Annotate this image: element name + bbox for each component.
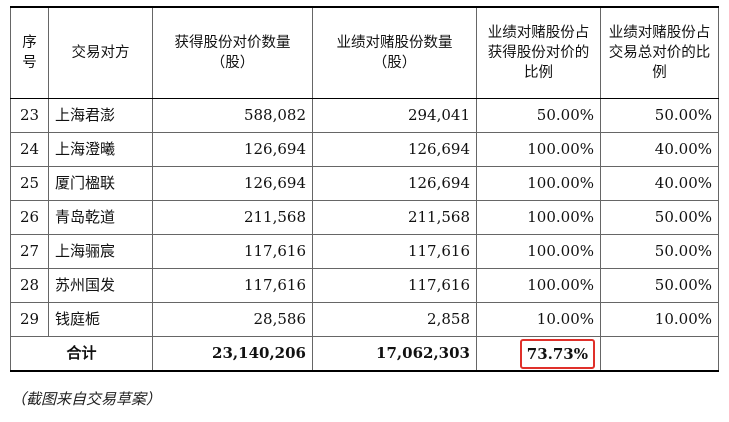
total-pct-of-shares-cell: 73.73%	[476, 336, 601, 372]
table-row: 28 苏州国发 117,616 117,616 100.00% 50.00%	[10, 268, 719, 303]
header-shares-received: 获得股份对价数量（股）	[152, 6, 313, 99]
header-pct-of-total: 业绩对赌股份占交易总对价的比例	[600, 6, 719, 99]
header-counterparty: 交易对方	[48, 6, 153, 99]
cell-counterparty: 苏州国发	[48, 268, 153, 303]
cell-counterparty: 上海君澎	[48, 98, 153, 133]
cell-pct-of-total: 50.00%	[600, 234, 719, 269]
cell-earnout-shares: 117,616	[312, 268, 477, 303]
cell-pct-of-total: 50.00%	[600, 200, 719, 235]
total-shares: 23,140,206	[152, 336, 313, 372]
header-earnout-shares: 业绩对赌股份数量（股）	[312, 6, 477, 99]
cell-earnout-shares: 2,858	[312, 302, 477, 337]
cell-pct-of-shares: 100.00%	[476, 132, 601, 167]
cell-pct-of-shares: 10.00%	[476, 302, 601, 337]
table-row: 24 上海澄曦 126,694 126,694 100.00% 40.00%	[10, 132, 719, 167]
cell-counterparty: 钱庭栀	[48, 302, 153, 337]
total-label: 合计	[10, 336, 153, 372]
table-row: 26 青岛乾道 211,568 211,568 100.00% 50.00%	[10, 200, 719, 235]
table-row: 25 厦门楹联 126,694 126,694 100.00% 40.00%	[10, 166, 719, 201]
source-caption: （截图来自交易草案）	[11, 390, 162, 408]
cell-index: 25	[10, 166, 49, 201]
total-pct-of-total	[600, 336, 719, 372]
cell-counterparty: 上海骊宸	[48, 234, 153, 269]
cell-shares-received: 28,586	[152, 302, 313, 337]
cell-counterparty: 厦门楹联	[48, 166, 153, 201]
table-row: 23 上海君澎 588,082 294,041 50.00% 50.00%	[10, 98, 719, 133]
cell-pct-of-shares: 50.00%	[476, 98, 601, 133]
cell-pct-of-shares: 100.00%	[476, 234, 601, 269]
cell-shares-received: 211,568	[152, 200, 313, 235]
cell-index: 29	[10, 302, 49, 337]
header-index: 序号	[10, 6, 49, 99]
cell-index: 27	[10, 234, 49, 269]
cell-pct-of-total: 40.00%	[600, 132, 719, 167]
cell-earnout-shares: 117,616	[312, 234, 477, 269]
cell-earnout-shares: 126,694	[312, 132, 477, 167]
cell-pct-of-total: 40.00%	[600, 166, 719, 201]
cell-pct-of-total: 50.00%	[600, 268, 719, 303]
table-row: 29 钱庭栀 28,586 2,858 10.00% 10.00%	[10, 302, 719, 337]
cell-index: 24	[10, 132, 49, 167]
cell-pct-of-total: 50.00%	[600, 98, 719, 133]
cell-index: 26	[10, 200, 49, 235]
cell-earnout-shares: 211,568	[312, 200, 477, 235]
table-row: 27 上海骊宸 117,616 117,616 100.00% 50.00%	[10, 234, 719, 269]
cell-pct-of-total: 10.00%	[600, 302, 719, 337]
cell-shares-received: 126,694	[152, 132, 313, 167]
cell-pct-of-shares: 100.00%	[476, 268, 601, 303]
total-earnout-shares: 17,062,303	[312, 336, 477, 372]
cell-shares-received: 126,694	[152, 166, 313, 201]
cell-earnout-shares: 126,694	[312, 166, 477, 201]
cell-pct-of-shares: 100.00%	[476, 166, 601, 201]
cell-index: 23	[10, 98, 49, 133]
table-header-row: 序号 交易对方 获得股份对价数量（股） 业绩对赌股份数量（股） 业绩对赌股份占获…	[10, 6, 719, 99]
table-total-row: 合计 23,140,206 17,062,303 73.73%	[10, 336, 719, 372]
highlighted-total-pct: 73.73%	[519, 338, 595, 369]
cell-pct-of-shares: 100.00%	[476, 200, 601, 235]
cell-counterparty: 上海澄曦	[48, 132, 153, 167]
cell-index: 28	[10, 268, 49, 303]
cell-shares-received: 117,616	[152, 234, 313, 269]
cell-earnout-shares: 294,041	[312, 98, 477, 133]
header-pct-of-shares: 业绩对赌股份占获得股份对价的比例	[476, 6, 601, 99]
earnout-shares-table: 序号 交易对方 获得股份对价数量（股） 业绩对赌股份数量（股） 业绩对赌股份占获…	[10, 6, 719, 372]
cell-shares-received: 117,616	[152, 268, 313, 303]
cell-shares-received: 588,082	[152, 98, 313, 133]
cell-counterparty: 青岛乾道	[48, 200, 153, 235]
